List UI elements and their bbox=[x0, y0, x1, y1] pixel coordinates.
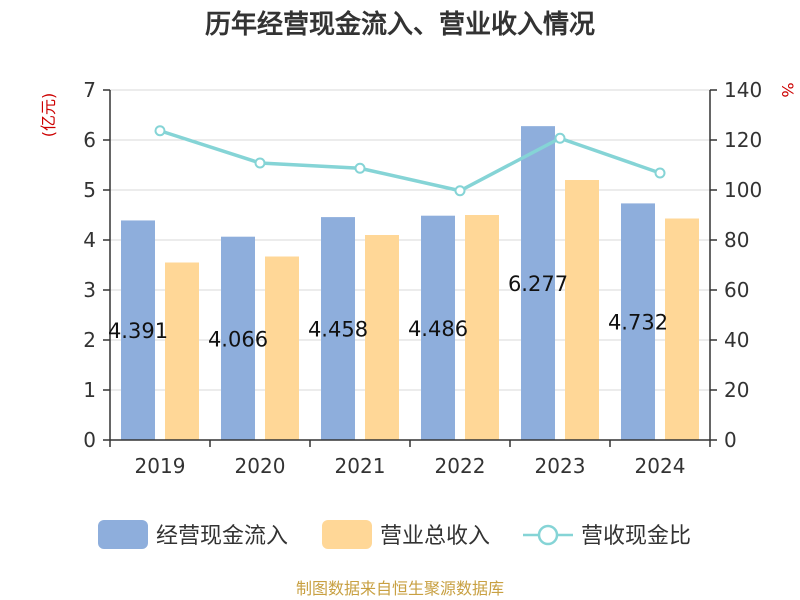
x-tick-label: 2024 bbox=[635, 454, 686, 478]
axes: 0 1 2 3 4 5 6 7 0 20 40 60 80 100 120 140 2019 2020 2021 20… bbox=[83, 78, 762, 478]
source-note: 制图数据来自恒生聚源数据库 bbox=[296, 579, 504, 598]
data-label-cash-inflow: 4.486 bbox=[408, 317, 468, 341]
bar-revenue bbox=[565, 180, 599, 440]
x-tick-label: 2019 bbox=[135, 454, 186, 478]
line-point bbox=[454, 185, 466, 197]
bar-cash-inflow bbox=[221, 236, 255, 440]
right-tick-label: 80 bbox=[724, 228, 749, 252]
data-label-cash-inflow: 4.458 bbox=[308, 318, 368, 342]
right-tick-label: 120 bbox=[724, 128, 762, 152]
line-point bbox=[554, 132, 566, 144]
legend-swatch bbox=[322, 520, 372, 549]
bar-cash-inflow bbox=[421, 215, 455, 440]
line-cash-revenue-ratio bbox=[159, 129, 661, 193]
bar-revenue bbox=[265, 256, 299, 440]
right-tick-label: 20 bbox=[724, 378, 749, 402]
data-label-cash-inflow: 4.732 bbox=[608, 311, 668, 335]
bar-revenue bbox=[165, 262, 199, 440]
bar-revenue bbox=[665, 218, 699, 440]
right-tick-label: 140 bbox=[724, 78, 762, 102]
line-point bbox=[354, 162, 366, 174]
bar-revenue bbox=[465, 215, 499, 440]
left-tick-label: 4 bbox=[83, 228, 96, 252]
legend-swatch bbox=[98, 520, 148, 549]
left-tick-label: 5 bbox=[83, 178, 96, 202]
bar-cash-inflow bbox=[521, 126, 555, 441]
left-tick-label: 3 bbox=[83, 278, 96, 302]
chart-title: 历年经营现金流入、营业收入情况 bbox=[205, 9, 595, 40]
legend: 经营现金流入 营业总收入 营收现金比 bbox=[98, 520, 691, 549]
line-series-layer bbox=[154, 125, 666, 197]
x-tick-label: 2020 bbox=[235, 454, 286, 478]
bar-cash-inflow bbox=[121, 220, 155, 440]
left-tick-label: 6 bbox=[83, 128, 96, 152]
bar-cash-inflow bbox=[321, 217, 355, 440]
data-label-cash-inflow: 6.277 bbox=[508, 272, 568, 296]
x-tick-label: 2021 bbox=[335, 454, 386, 478]
x-tick-label: 2022 bbox=[435, 454, 486, 478]
bar-cash-inflow bbox=[621, 203, 655, 440]
legend-label: 营收现金比 bbox=[581, 524, 691, 549]
left-tick-label: 7 bbox=[83, 78, 96, 102]
legend-label: 经营现金流入 bbox=[156, 524, 288, 549]
legend-label: 营业总收入 bbox=[380, 524, 490, 549]
left-axis-unit: (亿元) bbox=[39, 93, 58, 138]
right-tick-label: 40 bbox=[724, 328, 749, 352]
x-tick-label: 2023 bbox=[535, 454, 586, 478]
data-labels: 4.391 4.066 4.458 4.486 6.277 4.732 bbox=[108, 272, 668, 351]
right-axis-unit: % bbox=[778, 82, 797, 97]
line-point bbox=[654, 167, 666, 179]
data-label-cash-inflow: 4.066 bbox=[208, 327, 268, 351]
right-tick-label: 0 bbox=[724, 428, 737, 452]
line-point bbox=[254, 157, 266, 169]
legend-marker bbox=[537, 524, 559, 546]
line-point bbox=[154, 125, 166, 137]
right-tick-label: 60 bbox=[724, 278, 749, 302]
left-tick-label: 0 bbox=[83, 428, 96, 452]
grid-lines bbox=[110, 89, 710, 391]
left-tick-label: 2 bbox=[83, 328, 96, 352]
data-label-cash-inflow: 4.391 bbox=[108, 319, 168, 343]
bar-revenue bbox=[365, 235, 399, 440]
right-tick-label: 100 bbox=[724, 178, 762, 202]
left-tick-label: 1 bbox=[83, 378, 96, 402]
bar-series-layer bbox=[121, 126, 699, 441]
